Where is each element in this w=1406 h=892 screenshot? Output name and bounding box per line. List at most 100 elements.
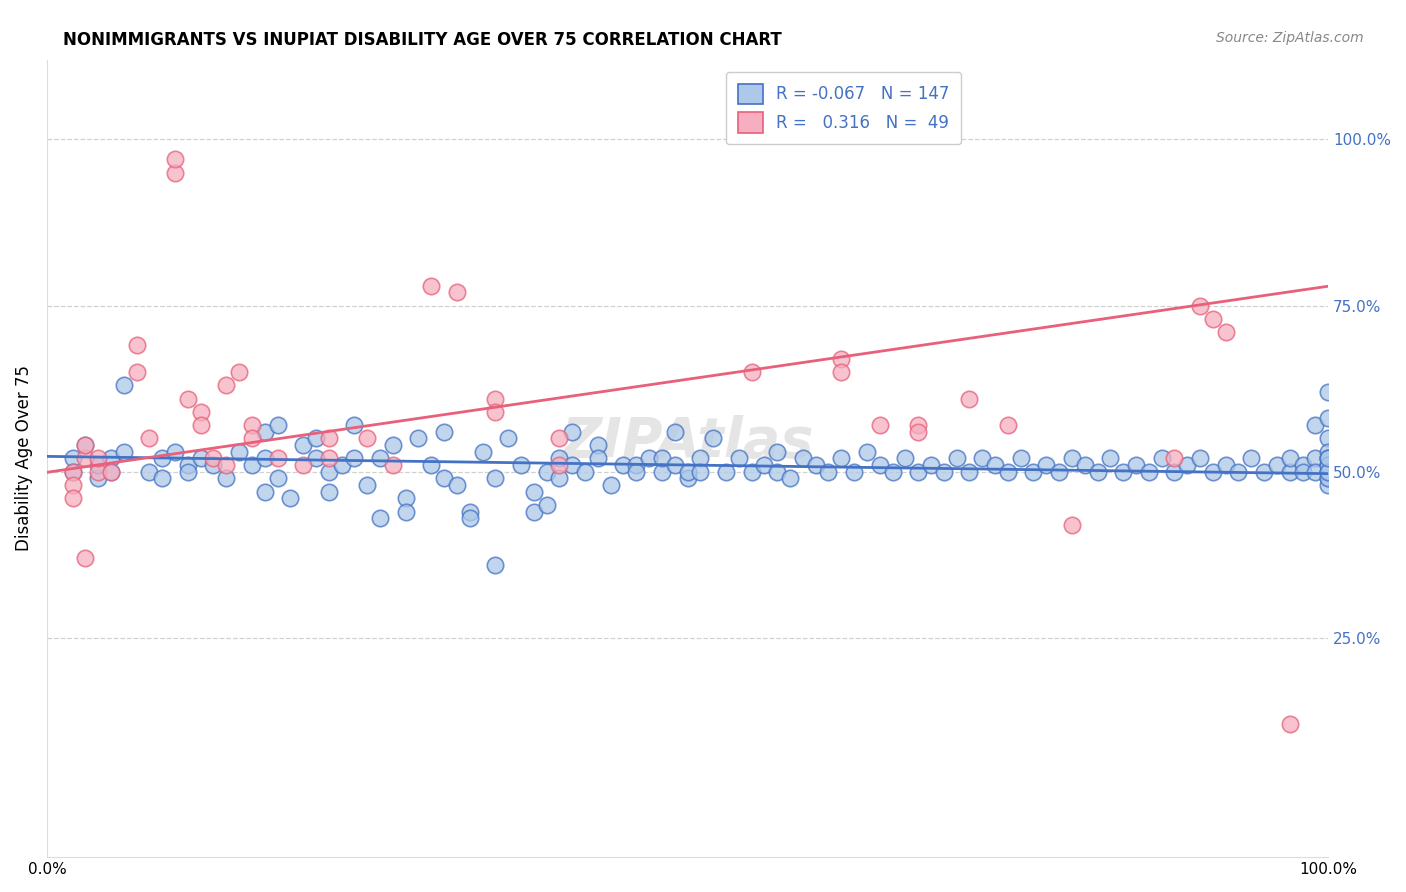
Point <box>87 458 110 472</box>
Point <box>163 165 186 179</box>
Point <box>894 451 917 466</box>
Point <box>228 444 250 458</box>
Point <box>177 458 200 472</box>
Point <box>458 504 481 518</box>
Point <box>612 458 634 472</box>
Point <box>484 558 506 572</box>
Point <box>586 451 609 466</box>
Point <box>1188 298 1211 312</box>
Point <box>1317 465 1340 479</box>
Point <box>869 418 891 433</box>
Point <box>957 465 980 479</box>
Point <box>997 465 1019 479</box>
Point <box>997 418 1019 433</box>
Point <box>177 392 200 406</box>
Point <box>741 365 763 379</box>
Point <box>1202 311 1225 326</box>
Point <box>689 465 711 479</box>
Point <box>1278 465 1301 479</box>
Point <box>1317 444 1340 458</box>
Point <box>87 471 110 485</box>
Point <box>112 378 135 392</box>
Point <box>766 444 789 458</box>
Point <box>1317 471 1340 485</box>
Point <box>548 471 571 485</box>
Point <box>932 465 955 479</box>
Point <box>458 511 481 525</box>
Point <box>1060 451 1083 466</box>
Point <box>1317 465 1340 479</box>
Point <box>1240 451 1263 466</box>
Point <box>215 378 238 392</box>
Point <box>150 471 173 485</box>
Point <box>830 351 852 366</box>
Point <box>471 444 494 458</box>
Point <box>125 338 148 352</box>
Point <box>1305 451 1327 466</box>
Point <box>75 438 97 452</box>
Point <box>1317 471 1340 485</box>
Point <box>1175 458 1198 472</box>
Point <box>381 438 404 452</box>
Point <box>856 444 879 458</box>
Point <box>741 465 763 479</box>
Point <box>1060 517 1083 532</box>
Point <box>574 465 596 479</box>
Point <box>599 478 621 492</box>
Point <box>1150 451 1173 466</box>
Point <box>957 392 980 406</box>
Point <box>561 458 583 472</box>
Point <box>664 458 686 472</box>
Point <box>1317 451 1340 466</box>
Point <box>804 458 827 472</box>
Point <box>253 484 276 499</box>
Point <box>1099 451 1122 466</box>
Point <box>1317 384 1340 399</box>
Point <box>779 471 801 485</box>
Point <box>766 465 789 479</box>
Point <box>278 491 301 506</box>
Text: ZIPAtlas: ZIPAtlas <box>561 416 814 469</box>
Point <box>395 504 418 518</box>
Point <box>368 451 391 466</box>
Point <box>433 425 456 439</box>
Point <box>75 438 97 452</box>
Point <box>253 451 276 466</box>
Point <box>1317 411 1340 425</box>
Point <box>1317 432 1340 446</box>
Point <box>240 458 263 472</box>
Point <box>626 458 648 472</box>
Point <box>907 465 929 479</box>
Point <box>920 458 942 472</box>
Point <box>240 418 263 433</box>
Point <box>651 451 673 466</box>
Point <box>292 438 315 452</box>
Point <box>817 465 839 479</box>
Point <box>215 458 238 472</box>
Point <box>163 153 186 167</box>
Point <box>510 458 533 472</box>
Point <box>676 471 699 485</box>
Point <box>638 451 661 466</box>
Y-axis label: Disability Age Over 75: Disability Age Over 75 <box>15 366 32 551</box>
Point <box>266 471 288 485</box>
Point <box>830 365 852 379</box>
Point <box>138 465 160 479</box>
Point <box>714 465 737 479</box>
Legend: R = -0.067   N = 147, R =   0.316   N =  49: R = -0.067 N = 147, R = 0.316 N = 49 <box>725 72 962 145</box>
Point <box>190 418 212 433</box>
Point <box>842 465 865 479</box>
Point <box>651 465 673 479</box>
Point <box>664 425 686 439</box>
Point <box>356 432 378 446</box>
Point <box>408 432 430 446</box>
Point <box>87 465 110 479</box>
Point <box>1227 465 1250 479</box>
Point <box>523 504 546 518</box>
Point <box>112 444 135 458</box>
Point <box>869 458 891 472</box>
Point <box>882 465 904 479</box>
Point <box>496 432 519 446</box>
Point <box>368 511 391 525</box>
Point <box>292 458 315 472</box>
